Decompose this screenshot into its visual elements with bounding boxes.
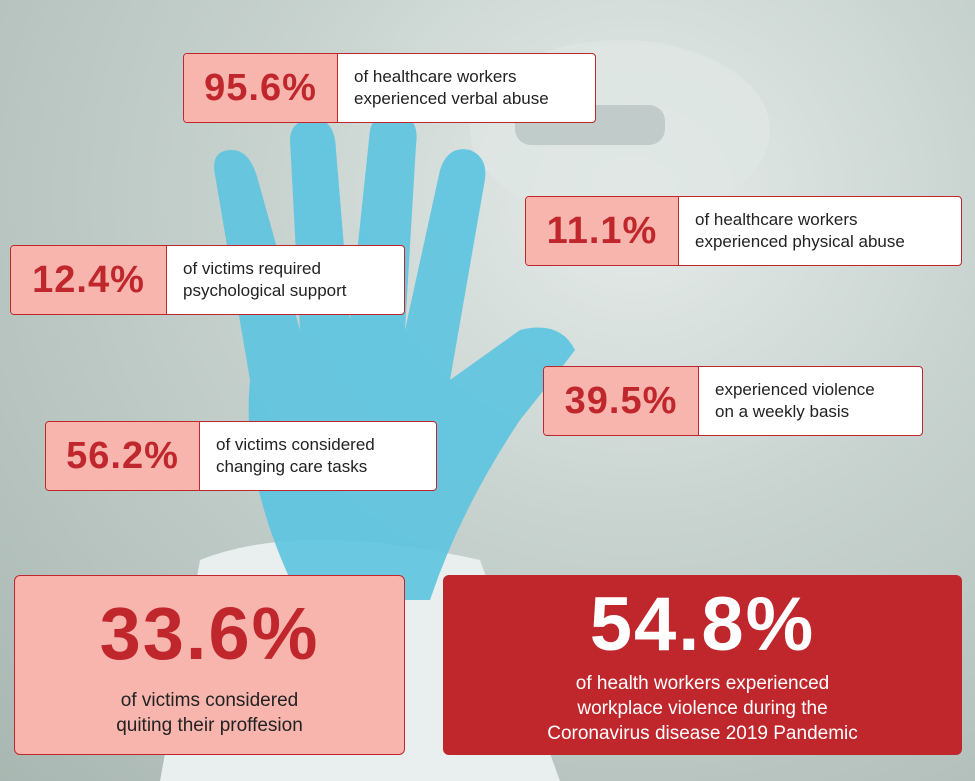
stat: 11.1% [526,197,679,265]
description: workplace violence during the [443,696,962,721]
description: of victims required [183,258,404,280]
description: of healthcare workers [695,209,961,231]
description: psychological support [183,280,404,302]
stat: 95.6% [184,54,338,122]
highlight-right: 54.8% of health workers experienced work… [443,575,962,755]
highlight-left: 33.6% of victims considered quiting thei… [14,575,405,755]
description: of victims considered [216,434,436,456]
description: experienced violence [715,379,922,401]
description: experienced verbal abuse [354,88,595,110]
description: of health workers experienced [443,671,962,696]
description: on a weekly basis [715,401,922,423]
infographic: 95.6% of healthcare workersexperienced v… [0,0,975,781]
stat: 12.4% [11,246,167,314]
stat: 39.5% [544,367,699,435]
description: Coronavirus disease 2019 Pandemic [443,721,962,746]
description: changing care tasks [216,456,436,478]
description: of healthcare workers [354,66,595,88]
description: quiting their proffesion [15,713,404,738]
stat: 56.2% [46,422,200,490]
stat: 54.8% [443,583,962,667]
description: of victims considered [15,688,404,713]
stat: 33.6% [15,592,404,676]
description: experienced physical abuse [695,231,961,253]
